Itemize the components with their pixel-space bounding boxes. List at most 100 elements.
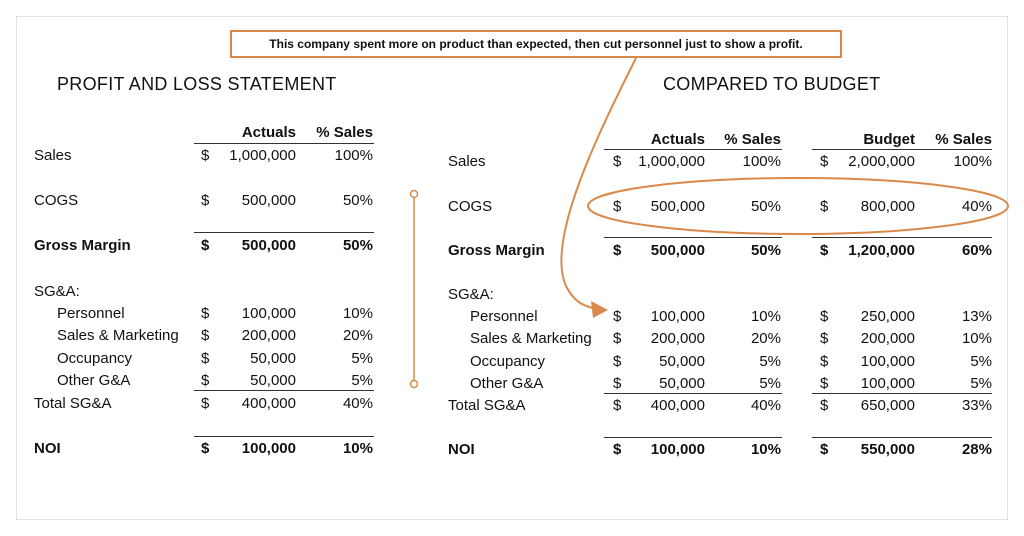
pct-value: 20% [750,330,781,347]
budget-value: 800,000 [860,198,915,215]
row-label: Sales [34,147,72,164]
budget-currency: $ [820,330,829,347]
pct-value: 20% [342,327,373,344]
right-actuals-sga-rule [604,393,782,394]
actual-value: 50,000 [250,372,296,389]
actual-value: 500,000 [650,242,705,259]
actual-value: 50,000 [659,353,705,370]
callout-text: This company spent more on product than … [269,37,803,51]
budget-currency: $ [820,308,829,325]
currency: $ [201,372,210,389]
right-col-pct: % Sales [724,131,781,148]
actual-value: 1,000,000 [638,153,705,170]
pct-value: 100% [742,153,781,170]
currency: $ [201,395,210,412]
actual-value: 500,000 [241,237,296,254]
budget-pct-value: 100% [953,153,992,170]
actual-value: 100,000 [241,305,296,322]
pct-value: 5% [759,353,781,370]
actual-value: 400,000 [241,395,296,412]
row-label: NOI [34,440,61,457]
budget-currency: $ [820,153,829,170]
right-sga-heading: SG&A: [448,286,494,303]
actual-value: 50,000 [659,375,705,392]
right-col-budget: Budget [863,131,915,148]
currency: $ [613,441,622,458]
actual-value: 200,000 [650,330,705,347]
currency: $ [613,153,622,170]
budget-value: 100,000 [860,375,915,392]
budget-pct-value: 28% [961,441,992,458]
right-budget-header-rule [812,149,992,150]
budget-pct-value: 13% [961,308,992,325]
row-label: Personnel [57,305,125,322]
row-label: Gross Margin [448,242,545,259]
budget-value: 2,000,000 [848,153,915,170]
actual-value: 100,000 [241,440,296,457]
right-actuals-total-rule [604,437,782,438]
pct-value: 40% [750,397,781,414]
currency: $ [613,308,622,325]
right-budget-cogs-rule [812,237,992,238]
pct-value: 10% [750,441,781,458]
row-label: Sales [448,153,486,170]
budget-pct-value: 10% [961,330,992,347]
currency: $ [613,198,622,215]
currency: $ [201,192,210,209]
left-col-pct: % Sales [316,124,373,141]
row-label: NOI [448,441,475,458]
currency: $ [201,350,210,367]
actual-value: 500,000 [650,198,705,215]
left-cogs-rule [194,232,374,233]
pct-value: 5% [351,372,373,389]
pct-value: 50% [342,192,373,209]
pct-value: 50% [342,237,373,254]
row-label: Personnel [470,308,538,325]
pct-value: 5% [759,375,781,392]
currency: $ [201,147,210,164]
actual-value: 50,000 [250,350,296,367]
right-budget-total-rule [812,437,992,438]
row-label: Occupancy [470,353,546,370]
actual-value: 400,000 [650,397,705,414]
connector-bottom-dot [409,379,419,389]
actual-value: 100,000 [650,308,705,325]
right-actuals-header-rule [604,149,782,150]
currency: $ [201,305,210,322]
arrowhead-icon [591,301,608,318]
right-col-actuals: Actuals [650,131,705,148]
connector-top-dot [409,189,419,199]
pct-value: 100% [334,147,373,164]
row-label: Occupancy [57,350,133,367]
budget-value: 100,000 [860,353,915,370]
row-label: Sales & Marketing [57,327,179,344]
left-header-rule [194,143,374,144]
row-label: COGS [448,198,493,215]
currency: $ [613,330,622,347]
budget-value: 1,200,000 [848,242,915,259]
pct-value: 10% [750,308,781,325]
actual-value: 200,000 [241,327,296,344]
budget-currency: $ [820,353,829,370]
budget-value: 650,000 [860,397,915,414]
cogs-highlight-ellipse [587,177,1009,235]
row-label: Total SG&A [34,395,112,412]
currency: $ [613,353,622,370]
row-label: Gross Margin [34,237,131,254]
pct-value: 10% [342,440,373,457]
actual-value: 500,000 [241,192,296,209]
currency: $ [201,440,210,457]
pct-value: 10% [342,305,373,322]
budget-currency: $ [820,242,829,259]
budget-pct-value: 5% [970,353,992,370]
callout-arrow-curve [560,57,637,309]
row-label: COGS [34,192,79,209]
pct-value: 50% [750,198,781,215]
actual-value: 1,000,000 [229,147,296,164]
callout-box: This company spent more on product than … [230,30,842,58]
budget-value: 200,000 [860,330,915,347]
row-label: Other G&A [57,372,131,389]
left-col-actuals: Actuals [241,124,296,141]
right-col-budget-pct: % Sales [935,131,992,148]
